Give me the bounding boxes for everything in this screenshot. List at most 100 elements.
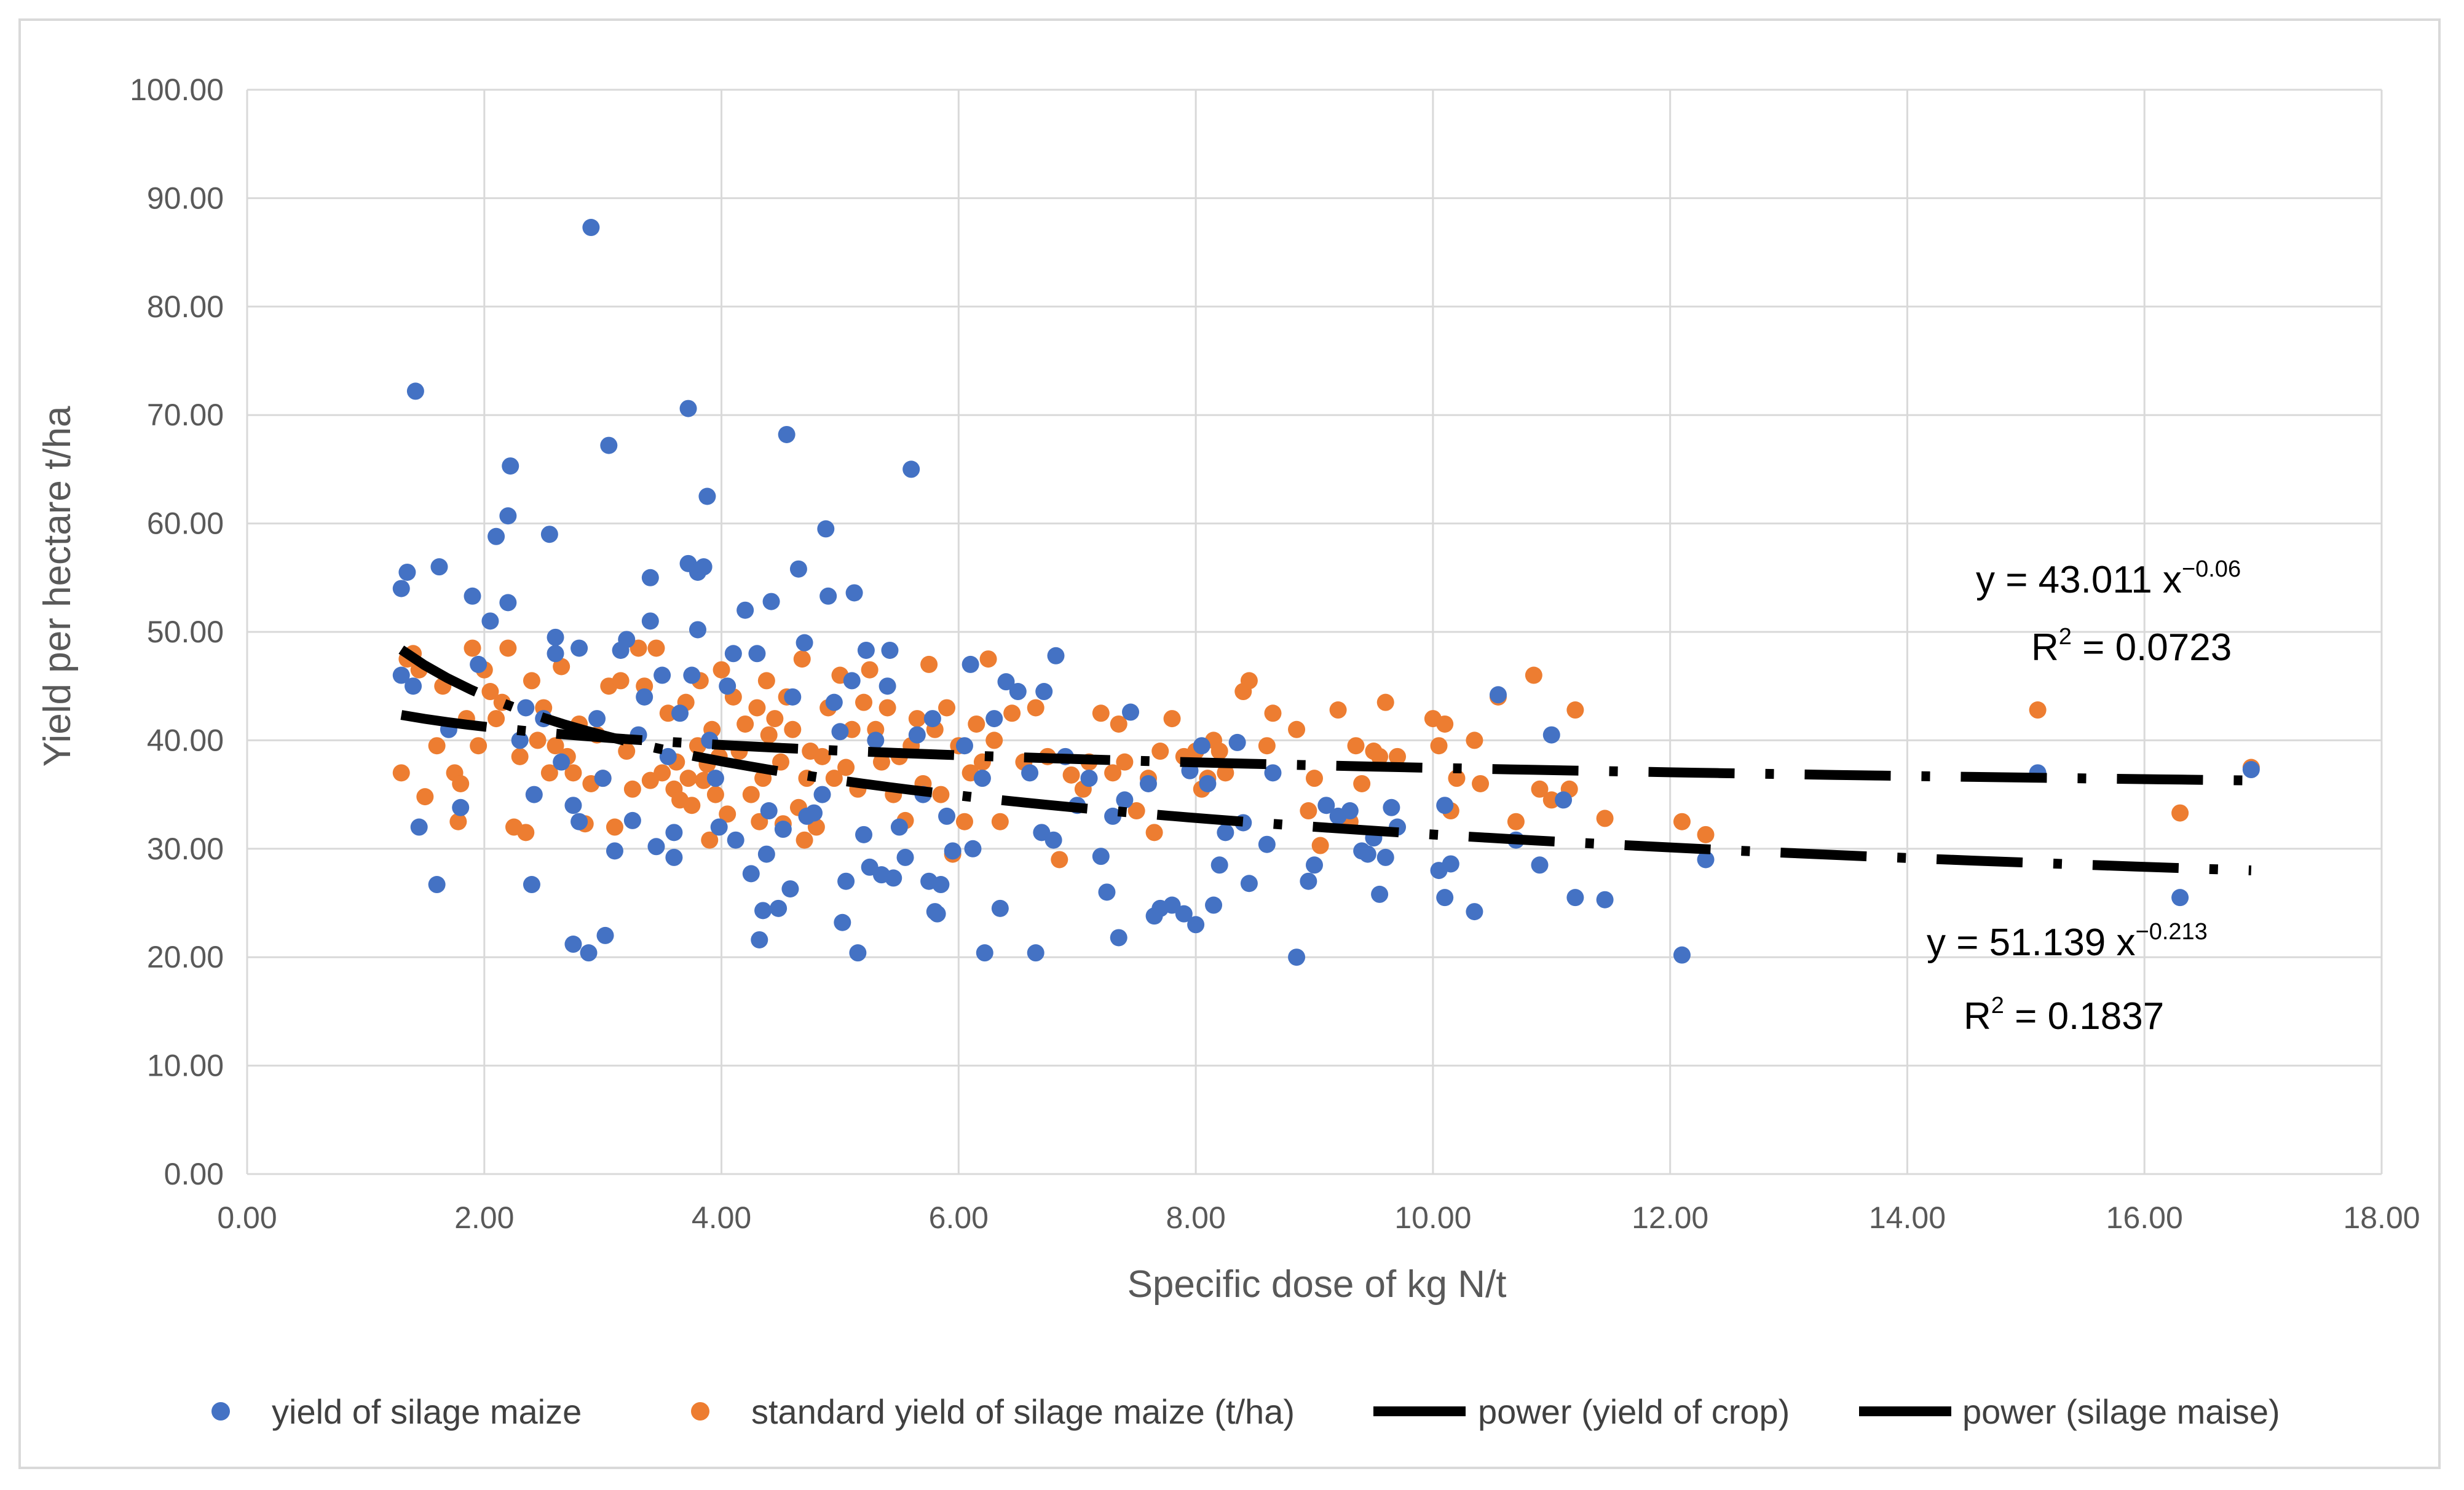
data-point-yield xyxy=(724,645,742,663)
data-point-yield xyxy=(857,641,875,659)
legend-label-trend-silage: power (silage maise) xyxy=(1962,1392,2280,1431)
x-tick-label: 14.00 xyxy=(1869,1200,1946,1235)
data-point-yield xyxy=(1306,856,1323,874)
data-point-yield xyxy=(470,655,488,673)
data-point-standard-yield xyxy=(564,764,582,782)
svg-text:y = 43.011 x−0.06: y = 43.011 x−0.06 xyxy=(1976,556,2241,601)
legend-marker-yield xyxy=(211,1402,230,1421)
data-point-standard-yield xyxy=(1145,824,1163,842)
x-axis-ticks: 0.00 2.00 4.00 6.00 8.00 10.00 12.00 14.00 16.00… xyxy=(217,1200,2420,1235)
data-point-yield xyxy=(837,872,855,890)
data-point-standard-yield xyxy=(1389,747,1407,765)
y-axis-title: Yield per hectare t/ha xyxy=(36,406,79,767)
data-point-yield xyxy=(1542,726,1560,744)
data-point-standard-yield xyxy=(511,747,529,765)
data-point-standard-yield xyxy=(1151,743,1169,760)
data-point-yield xyxy=(511,731,529,749)
data-point-yield xyxy=(819,587,837,605)
data-point-yield xyxy=(778,425,796,443)
data-point-yield xyxy=(770,899,788,917)
data-point-yield xyxy=(1300,872,1317,890)
data-point-yield xyxy=(843,672,861,690)
data-point-standard-yield xyxy=(938,699,956,717)
data-point-yield xyxy=(1092,848,1110,865)
data-point-yield xyxy=(596,926,614,944)
data-point-standard-yield xyxy=(1092,704,1110,722)
data-point-standard-yield xyxy=(1673,813,1691,830)
data-point-yield xyxy=(1376,848,1394,866)
r2-1-label: R xyxy=(2031,626,2059,669)
y-tick-label: 30.00 xyxy=(147,832,224,866)
data-point-standard-yield xyxy=(679,770,697,787)
data-point-standard-yield xyxy=(955,813,973,830)
svg-text:R2 = 0.1837: R2 = 0.1837 xyxy=(1964,993,2164,1038)
data-point-yield xyxy=(1264,764,1282,782)
data-point-standard-yield xyxy=(706,786,724,803)
data-point-yield xyxy=(985,710,1003,728)
data-point-standard-yield xyxy=(932,786,950,803)
data-point-standard-yield xyxy=(464,639,481,657)
x-tick-label: 12.00 xyxy=(1632,1200,1708,1235)
data-point-yield xyxy=(964,840,982,857)
data-point-yield xyxy=(1240,875,1258,893)
data-point-yield xyxy=(1383,798,1400,816)
data-point-yield xyxy=(710,818,728,836)
data-point-standard-yield xyxy=(623,780,641,798)
data-point-yield xyxy=(748,645,766,663)
data-point-standard-yield xyxy=(1306,770,1323,787)
data-point-yield xyxy=(706,770,724,787)
x-tick-label: 0.00 xyxy=(217,1200,277,1235)
x-tick-label: 16.00 xyxy=(2106,1200,2183,1235)
data-point-yield xyxy=(976,944,993,962)
x-tick-label: 6.00 xyxy=(929,1200,989,1235)
data-point-yield xyxy=(1193,737,1210,755)
data-point-standard-yield xyxy=(985,731,1003,749)
data-point-standard-yield xyxy=(1288,720,1306,738)
data-point-yield xyxy=(392,666,410,684)
data-point-standard-yield xyxy=(736,715,754,733)
data-point-yield xyxy=(1199,775,1217,792)
data-point-yield xyxy=(695,558,713,576)
trendlines xyxy=(398,645,2252,875)
chart-frame: 0.00 10.00 20.00 30.00 40.00 50.00 60.00 70.00 8… xyxy=(18,18,2441,1469)
x-tick-label: 2.00 xyxy=(454,1200,514,1235)
data-point-yield xyxy=(817,520,835,538)
data-point-yield xyxy=(1288,948,1306,966)
data-point-standard-yield xyxy=(523,672,540,690)
data-point-standard-yield xyxy=(1027,699,1044,717)
data-point-yield xyxy=(547,645,564,663)
data-point-yield xyxy=(1436,889,1454,907)
data-point-yield xyxy=(665,824,683,842)
data-point-yield xyxy=(618,631,636,648)
x-tick-label: 18.00 xyxy=(2343,1200,2420,1235)
r2-2-sup: 2 xyxy=(1991,993,2004,1019)
data-point-yield xyxy=(879,677,896,695)
data-point-standard-yield xyxy=(1531,780,1549,798)
data-point-yield xyxy=(1139,775,1157,792)
data-point-standard-yield xyxy=(968,715,985,733)
legend: yield of silage maize standard yield of … xyxy=(211,1392,2280,1431)
y-tick-label: 0.00 xyxy=(164,1157,224,1191)
data-point-yield xyxy=(742,865,760,883)
data-point-yield xyxy=(517,699,535,717)
data-point-yield xyxy=(580,944,598,962)
data-point-yield xyxy=(428,876,446,894)
data-point-yield xyxy=(760,802,778,820)
data-point-yield xyxy=(564,797,582,814)
trendline-2-label: y = 51.139 x−0.213 R2 = 0.1837 xyxy=(1927,919,2208,1038)
data-point-standard-yield xyxy=(766,710,784,728)
data-point-yield xyxy=(1341,802,1359,820)
y-tick-label: 10.00 xyxy=(147,1049,224,1083)
data-point-yield xyxy=(1187,916,1205,934)
data-point-yield xyxy=(881,641,899,659)
data-point-yield xyxy=(1044,831,1062,849)
x-tick-label: 8.00 xyxy=(1166,1200,1225,1235)
data-point-standard-yield xyxy=(1542,791,1560,809)
r2-1-value: = 0.0723 xyxy=(2072,626,2232,669)
data-point-yield xyxy=(719,677,736,695)
data-point-yield xyxy=(659,747,677,765)
data-point-standard-yield xyxy=(1258,737,1276,755)
data-point-yield xyxy=(1021,764,1039,782)
data-point-standard-yield xyxy=(499,639,517,657)
data-point-yield xyxy=(955,737,973,755)
